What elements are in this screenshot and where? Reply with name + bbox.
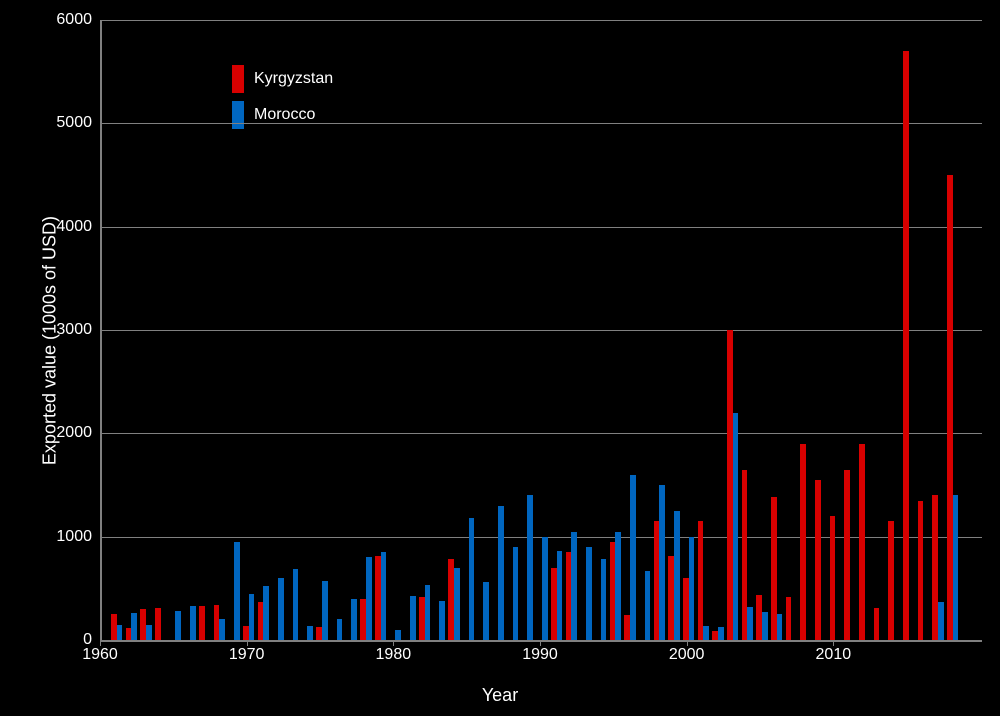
plot-area: Kyrgyzstan Morocco (100, 20, 982, 642)
bar (175, 611, 181, 640)
bar (366, 557, 372, 640)
bar (800, 444, 806, 640)
bar (513, 547, 519, 640)
bar (815, 480, 821, 640)
x-tick-label: 1960 (82, 646, 118, 664)
bar (557, 551, 563, 640)
legend-item-morocco: Morocco (232, 101, 333, 129)
bar (293, 569, 299, 640)
legend-label: Morocco (254, 106, 315, 124)
bar (733, 413, 739, 640)
y-tick-label: 6000 (32, 11, 92, 29)
legend-swatch (232, 101, 244, 129)
bar (199, 606, 205, 640)
bar (762, 612, 768, 640)
bar (674, 511, 680, 640)
gridline (102, 20, 982, 21)
gridline (102, 123, 982, 124)
y-tick-label: 1000 (32, 528, 92, 546)
y-tick-label: 5000 (32, 114, 92, 132)
bar (249, 594, 255, 641)
bar (874, 608, 880, 640)
bar (645, 571, 651, 640)
bar (888, 521, 894, 640)
bar (155, 608, 161, 640)
bar (542, 537, 548, 640)
y-tick-label: 4000 (32, 218, 92, 236)
bar (586, 547, 592, 640)
bar (698, 521, 704, 640)
y-tick-label: 2000 (32, 424, 92, 442)
bar (351, 599, 357, 640)
bar (747, 607, 753, 640)
x-tick-label: 1980 (376, 646, 412, 664)
bar (337, 619, 343, 640)
bar (278, 578, 284, 640)
gridline (102, 330, 982, 331)
bar (903, 51, 909, 640)
bar (410, 596, 416, 640)
gridline (102, 433, 982, 434)
bar (307, 626, 313, 640)
bar (689, 537, 695, 640)
x-tick-label: 1970 (229, 646, 265, 664)
bar (953, 495, 959, 640)
x-tick-label: 2000 (669, 646, 705, 664)
bar (190, 606, 196, 640)
y-tick-label: 3000 (32, 321, 92, 339)
bar (219, 619, 225, 640)
bar (454, 568, 460, 640)
bar (938, 602, 944, 640)
bar (659, 485, 665, 640)
x-tick-label: 1990 (522, 646, 558, 664)
bar (146, 625, 152, 641)
bar (425, 585, 431, 640)
legend-label: Kyrgyzstan (254, 70, 333, 88)
y-axis-title: Exported value (1000s of USD) (40, 141, 61, 541)
bar (483, 582, 489, 640)
bar (844, 470, 850, 641)
bar (498, 506, 504, 640)
bar (830, 516, 836, 640)
bar (234, 542, 240, 640)
bar (615, 532, 621, 641)
bar (786, 597, 792, 640)
x-axis-title: Year (0, 685, 1000, 706)
bar (859, 444, 865, 640)
bar (777, 614, 783, 640)
bar (703, 626, 709, 640)
bar (381, 552, 387, 640)
bar (117, 625, 123, 641)
x-tick-label: 2010 (816, 646, 852, 664)
bar (469, 518, 475, 640)
legend-item-kyrgyzstan: Kyrgyzstan (232, 65, 333, 93)
bar (439, 601, 445, 640)
bar (527, 495, 533, 640)
chart-container: Exported value (1000s of USD) Year Kyrgy… (0, 0, 1000, 716)
bar (630, 475, 636, 640)
legend: Kyrgyzstan Morocco (232, 65, 333, 137)
bar (322, 581, 328, 640)
legend-swatch (232, 65, 244, 93)
bar (131, 613, 137, 640)
bar (918, 501, 924, 641)
bar (718, 627, 724, 640)
bar (571, 532, 577, 641)
bar (263, 586, 269, 640)
gridline (102, 227, 982, 228)
bar (601, 559, 607, 640)
bar (395, 630, 401, 640)
